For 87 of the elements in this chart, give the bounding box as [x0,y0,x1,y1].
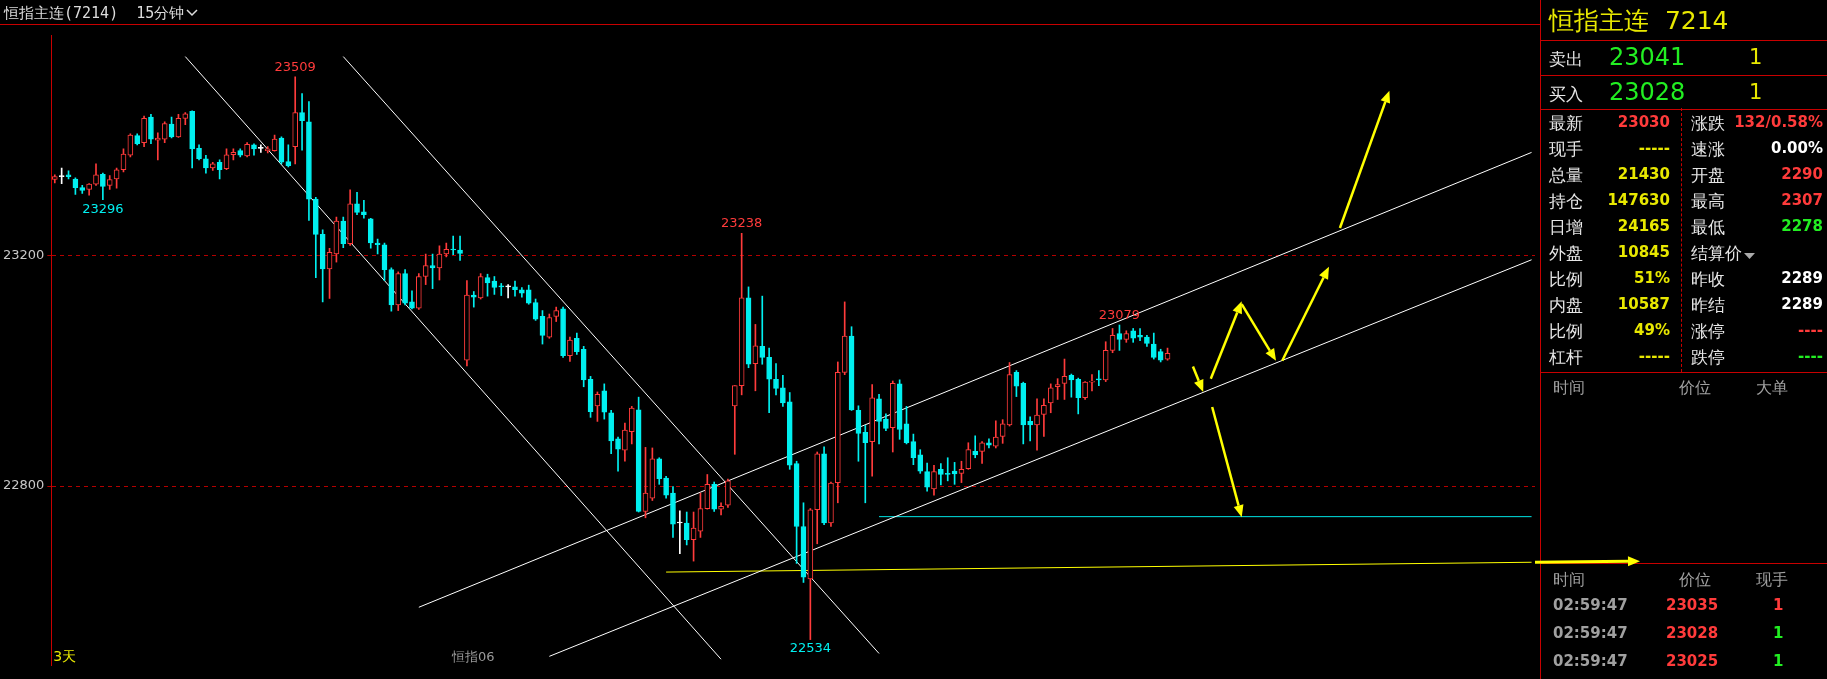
text: 涨停 [1691,320,1725,343]
candlestick [470,291,477,308]
text: 2307 [1781,191,1823,209]
text: 恒指主连 7214 [1549,5,1729,37]
candlestick [862,425,869,504]
text: 价位 [1679,378,1711,399]
y-tick-label: 22800 [3,477,45,493]
text: ----- [1638,139,1670,157]
text: 23025 [1666,652,1719,670]
text: 涨跌 [1691,112,1725,135]
text: 时间 [1553,378,1585,399]
text: 23035 [1666,596,1719,614]
text: 2289 [1781,295,1823,313]
text: 价位 [1679,570,1711,591]
candlestick [299,93,305,151]
text: ---- [1798,321,1823,339]
text: 1 [1749,44,1763,70]
text: 23028 [1666,624,1719,642]
text: 结算价 [1691,242,1743,265]
text: 时间 [1553,570,1585,591]
candlestick [1027,416,1033,442]
text: 02:59:47 [1553,624,1628,642]
annotation: 23079 [1098,306,1141,322]
text: 23030 [1617,113,1670,131]
text: 最高 [1691,190,1725,213]
text: 比例 [1549,268,1583,291]
text: 昨结 [1691,294,1725,317]
candlestick [972,435,979,459]
candlestick [1089,374,1095,392]
annotation: 22534 [789,640,832,656]
text: 23028 [1609,78,1686,106]
text: 2290 [1781,165,1823,183]
text: 2278 [1781,217,1823,235]
text: ---- [1798,347,1823,365]
annotation: 23296 [82,200,124,216]
text: 0.00% [1770,139,1823,157]
candlestick [154,132,161,161]
text: 10845 [1617,243,1670,261]
chart-title: 恒指主连(7214) [4,3,119,23]
text: 开盘 [1691,164,1725,187]
text: 总量 [1549,164,1583,187]
text: 最新 [1549,112,1583,135]
text: 最低 [1691,216,1725,239]
text: 大单 [1756,378,1788,399]
text: 速涨 [1691,138,1725,161]
text: 23041 [1609,43,1686,71]
text: 日增 [1549,216,1583,239]
annotation: 3天 [53,647,77,664]
text: 21430 [1617,165,1670,183]
text: 1 [1773,596,1784,614]
text: 跌停 [1691,346,1725,369]
text: ----- [1638,347,1670,365]
text: 昨收 [1691,268,1725,291]
text: 24165 [1617,217,1670,235]
candlestick [1137,328,1143,341]
text: 现手 [1756,570,1788,591]
text: 1 [1773,624,1784,642]
text: 1 [1773,652,1784,670]
text: 内盘 [1549,294,1583,317]
candlestick [759,295,766,365]
text: 外盘 [1549,242,1583,265]
text: 147630 [1607,191,1670,209]
annotation: 23509 [274,58,316,74]
text: 2289 [1781,269,1823,287]
candlestick [505,284,511,299]
text: 持仓 [1549,190,1583,213]
y-tick-label: 23200 [3,246,45,262]
annotation: 23238 [720,215,763,231]
text: 49% [1634,321,1670,339]
candlestick [450,235,457,255]
candlestick [677,510,683,554]
chart-subtitle: 15分钟 [136,3,185,23]
text: 132/0.58% [1734,113,1823,131]
candlestick [1096,370,1102,386]
text: 02:59:47 [1553,596,1628,614]
candlestick [457,235,463,261]
text: 10587 [1617,295,1670,313]
text: 买入 [1549,84,1583,104]
text: 51% [1634,269,1670,287]
annotation: 恒指06 [450,648,495,664]
text: 02:59:47 [1553,652,1628,670]
candlestick [498,283,505,296]
text: 比例 [1549,320,1583,343]
text: 卖出 [1549,49,1583,69]
text: 现手 [1549,138,1583,161]
text: 杠杆 [1549,346,1583,369]
text: 1 [1749,79,1763,105]
